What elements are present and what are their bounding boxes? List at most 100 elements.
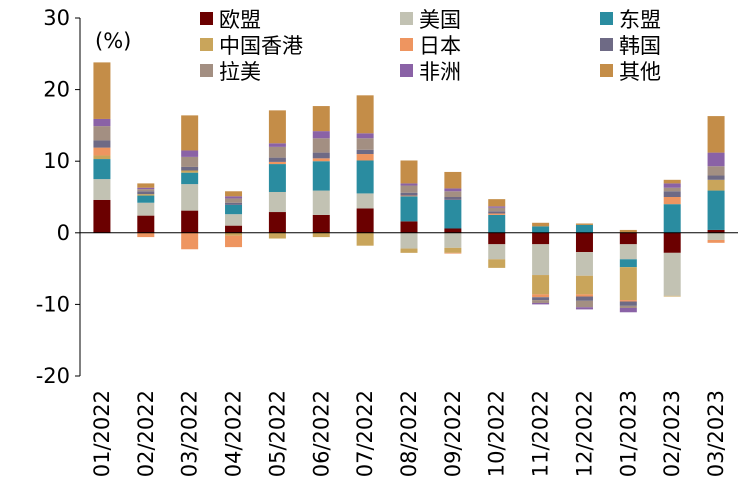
bar-segment [707,175,725,180]
y-tick-label: 20 [43,78,70,102]
bar-segment [663,232,681,253]
bar-segment [93,155,111,160]
x-labels-group: 01/2022 02/2022 03/2022 04/2022 05/2022 06/20… [90,390,728,477]
bar-segment [707,190,725,230]
x-category-label: 05/2022 [265,390,289,477]
bar-segment [400,232,418,249]
bar-segment [137,194,155,196]
legend-swatch [200,12,213,25]
bar-segment [663,179,681,184]
x-category-label: 02/2023 [660,390,684,477]
bar-segment [312,190,330,215]
bar-segment [488,214,506,233]
y-tick-label: 30 [43,6,70,30]
bar-segment [488,207,506,212]
bar-segment [181,150,199,157]
bar-segment [225,202,243,205]
bar-segment [575,232,593,253]
bar-segment [444,252,462,254]
legend-swatch [600,12,613,25]
bar-segment [400,196,418,222]
bar-segment [268,161,286,165]
bar-segment [312,232,330,238]
bar-segment [400,185,418,193]
y-tick-label: 0 [57,221,70,245]
legend-label: 日本 [419,34,461,58]
bar-segment [356,133,374,139]
bar-segment [663,252,681,296]
unit-label: (%) [95,29,131,53]
bar-segment [663,187,681,192]
x-category-label: 01/2023 [616,390,640,477]
bar-segment [532,275,550,295]
bar-segment [356,232,374,246]
x-category-label: 03/2023 [704,390,728,477]
bar-segment [312,138,330,153]
bar-segment [532,297,550,301]
bar-segment [181,115,199,151]
bar-segment [93,126,111,141]
bar-segment [93,147,111,156]
x-category-label: 02/2022 [134,390,158,477]
bar-segment [137,191,155,195]
bar-segment [532,300,550,303]
y-tick-label: 10 [43,149,70,173]
bar-segment [532,222,550,227]
bar-segment [619,267,637,301]
x-category-label: 01/2022 [90,390,114,477]
bar-segment [707,232,725,240]
legend-swatch [400,12,413,25]
x-category-label: 07/2022 [353,390,377,477]
bar-segment [575,223,593,225]
bar-segment [181,166,199,171]
bar-segment [619,307,637,313]
bar-segment [707,179,725,191]
bar-segment [619,244,637,260]
bar-segment [707,116,725,153]
bar-segment [181,232,199,250]
bar-segment [444,171,462,189]
bar-segment [619,301,637,306]
bar-segment [137,215,155,233]
x-category-label: 04/2022 [222,390,246,477]
bar-segment [312,158,330,162]
bar-segment [268,146,286,158]
bar-segment [532,302,550,305]
bar-segment [137,187,155,190]
x-category-label: 08/2022 [397,390,421,477]
bar-segment [444,191,462,197]
bar-segment [181,156,199,167]
bar-segment [181,170,199,173]
bar-segment [663,191,681,197]
bar-segment [575,300,593,308]
bar-segment [268,164,286,192]
bar-segment [532,232,550,245]
bar-segment [619,300,637,302]
x-category-label: 11/2022 [529,390,553,477]
bar-segment [312,161,330,191]
bar-segment [707,166,725,176]
bar-segment [137,189,155,192]
bar-segment [268,110,286,144]
bar-segment [356,149,374,155]
legend-swatch [200,64,213,77]
bar-segment [225,232,243,236]
bar-segment [268,191,286,213]
bar-segment [488,211,506,214]
bar-segment [225,214,243,226]
bar-segment [137,195,155,203]
bar-segment [225,196,243,199]
legend-swatch [400,38,413,51]
legend-label: 美国 [419,8,461,32]
bar-segment [356,95,374,134]
legend-label: 中国香港 [219,34,303,58]
y-tick-label: -20 [36,364,70,388]
bar-segment [181,172,199,185]
bar-segment [400,183,418,186]
bar-segment [268,232,286,239]
legend-label: 欧盟 [219,8,261,32]
bar-segment [137,183,155,188]
bar-segment [356,208,374,233]
